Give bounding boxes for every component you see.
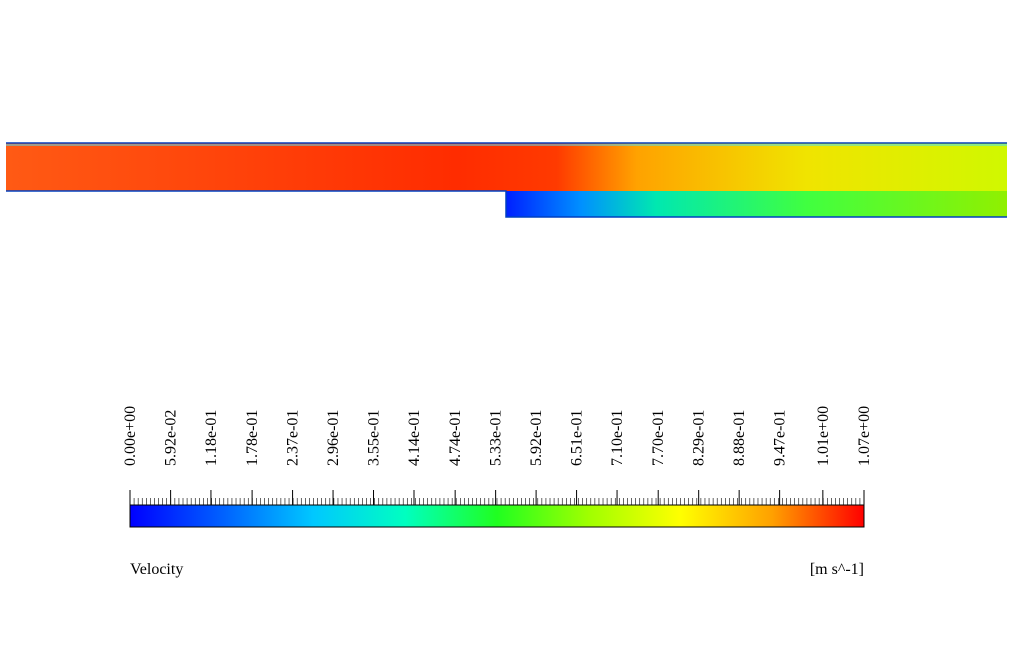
- tick-label: 4.74e-01: [447, 410, 464, 466]
- tick-label: 6.51e-01: [569, 410, 586, 466]
- tick-label: 1.01e+00: [815, 406, 832, 466]
- tick-label: 4.14e-01: [406, 410, 423, 466]
- tick-label: 8.29e-01: [691, 410, 708, 466]
- tick-label: 5.92e-02: [163, 410, 180, 466]
- tick-label: 1.78e-01: [244, 410, 261, 466]
- tick-label: 2.37e-01: [285, 410, 302, 466]
- colorbar-label: Velocity: [130, 561, 183, 578]
- tick-label: 0.00e+00: [122, 406, 139, 466]
- colorbar-unit: [m s^-1]: [810, 561, 864, 578]
- minor-ticks: [129, 498, 865, 505]
- tick-label: 3.55e-01: [366, 410, 383, 466]
- tick-label: 7.70e-01: [650, 410, 667, 466]
- tick-label: 5.92e-01: [528, 410, 545, 466]
- tick-label: 1.18e-01: [203, 410, 220, 466]
- tick-label: 2.96e-01: [325, 410, 342, 466]
- contour-field: [6, 142, 1007, 218]
- tick-label: 9.47e-01: [772, 410, 789, 466]
- tick-label: 7.10e-01: [609, 410, 626, 466]
- tick-label: 1.07e+00: [856, 406, 873, 466]
- tick-label: 8.88e-01: [731, 410, 748, 466]
- tick-label: 5.33e-01: [488, 410, 505, 466]
- colorbar: [129, 504, 865, 528]
